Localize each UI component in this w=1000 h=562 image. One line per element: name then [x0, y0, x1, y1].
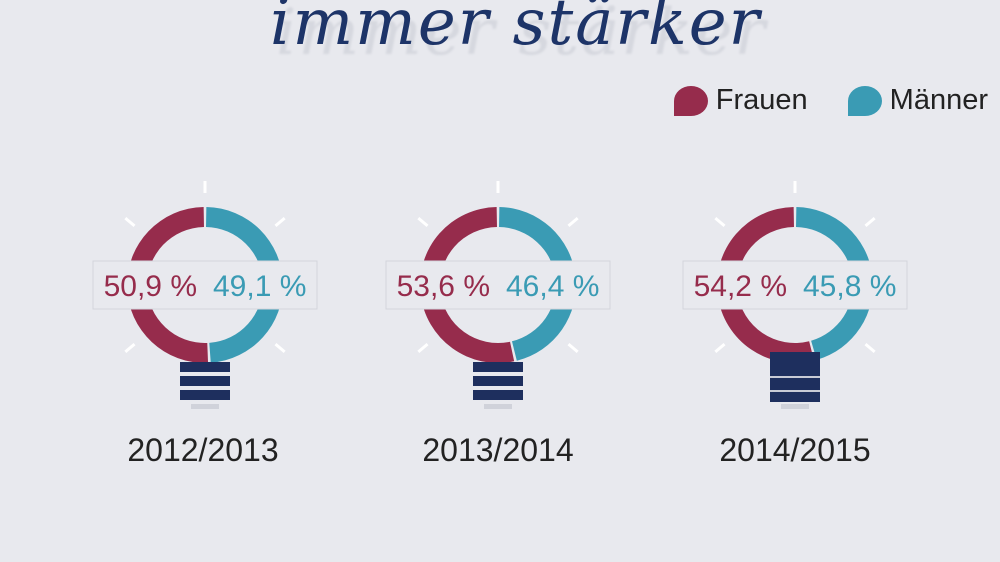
maenner-value-label: 45,8 %	[803, 270, 896, 303]
light-ray-icon	[714, 342, 726, 353]
legend-label-frauen: Frauen	[715, 84, 808, 116]
maenner-segment	[206, 207, 283, 363]
year-label: 2012/2013	[127, 432, 279, 468]
frauen-value-label: 54,2 %	[694, 270, 787, 303]
bulb-base-stripe	[770, 390, 820, 392]
maenner-value-label: 46,4 %	[506, 270, 599, 303]
bulb-base-stripe	[473, 362, 523, 372]
legend: Frauen Männer	[673, 84, 988, 117]
light-ray-icon	[714, 217, 726, 228]
title: immer stärker	[270, 0, 762, 60]
light-ray-icon	[274, 342, 286, 353]
maenner-swatch-icon	[847, 85, 882, 116]
legend-item-maenner: Männer	[847, 84, 988, 117]
light-ray-icon	[567, 342, 579, 353]
legend-item-frauen: Frauen	[673, 84, 808, 117]
frauen-segment	[126, 207, 209, 364]
bulb-base-stripe	[180, 376, 230, 386]
light-ray-icon	[124, 217, 136, 228]
light-ray-icon	[274, 217, 286, 228]
light-ray-icon	[417, 342, 429, 353]
frauen-segment	[420, 207, 515, 363]
bulb-base-stripe	[180, 390, 230, 400]
light-ray-icon	[124, 342, 136, 353]
frauen-swatch-icon	[673, 85, 708, 116]
bulb-base-stripe	[770, 376, 820, 378]
label-band	[385, 260, 611, 310]
bulb-base-stripe	[180, 362, 230, 372]
frauen-value-label: 53,6 %	[397, 270, 490, 303]
bulb-tip-icon	[484, 404, 512, 409]
light-ray-icon	[567, 217, 579, 228]
frauen-segment	[716, 207, 815, 364]
maenner-segment	[796, 207, 873, 360]
light-ray-icon	[417, 217, 429, 228]
label-band	[92, 260, 318, 310]
legend-label-maenner: Männer	[889, 84, 988, 116]
year-label: 2013/2014	[422, 432, 574, 468]
bulb-tip-icon	[781, 404, 809, 409]
bulb-tip-icon	[191, 404, 219, 409]
bulb-base-stripe	[473, 390, 523, 400]
label-band	[682, 260, 908, 310]
maenner-segment	[499, 207, 576, 361]
frauen-value-label: 50,9 %	[104, 270, 197, 303]
light-ray-icon	[864, 217, 876, 228]
light-ray-icon	[864, 342, 876, 353]
year-label: 2014/2015	[719, 432, 871, 468]
bulb-base-stripe	[473, 376, 523, 386]
maenner-value-label: 49,1 %	[213, 270, 306, 303]
